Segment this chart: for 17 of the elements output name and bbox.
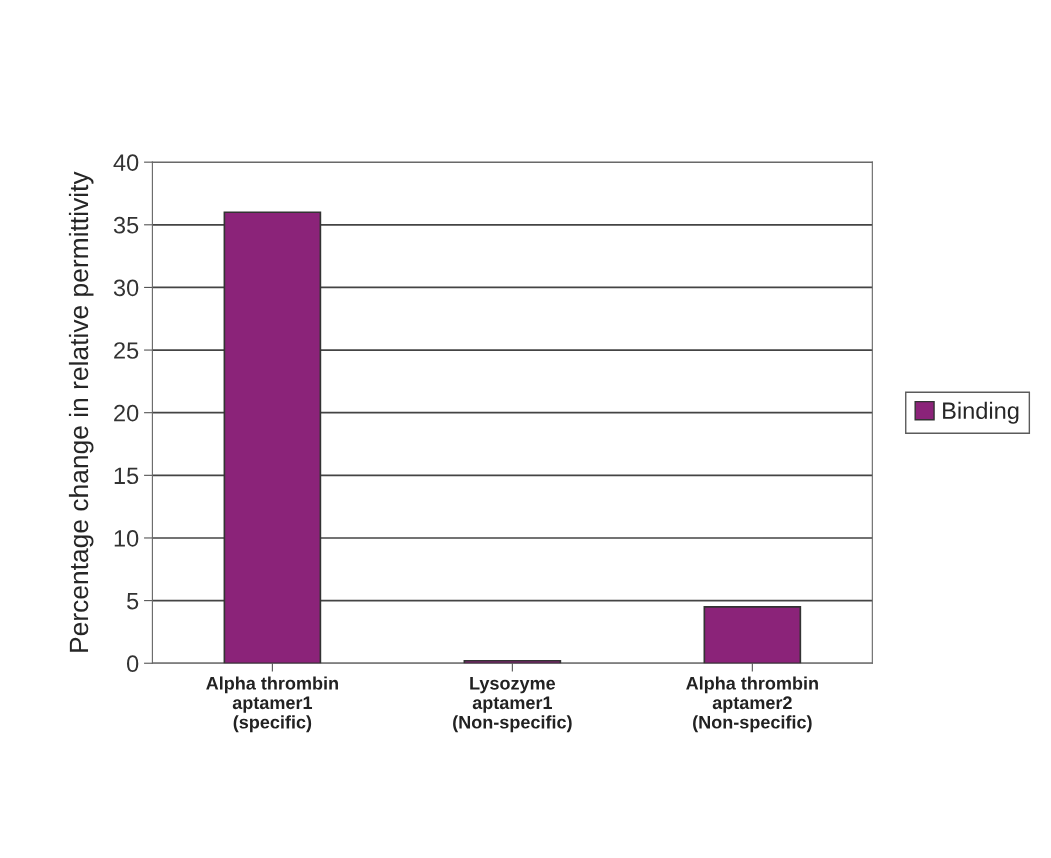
y-axis-title: Percentage change in relative permittivity [68, 171, 94, 652]
y-tick-label: 25 [114, 342, 139, 359]
x-tick-label: Lysozyme aptamer1 (Non-specific) [453, 677, 572, 733]
bar [223, 211, 322, 664]
legend-label: Binding [943, 401, 1019, 424]
y-tick-label: 10 [114, 530, 139, 547]
x-tick-label: Alpha thrombin aptamer1 (specific) [206, 676, 338, 733]
y-tick-label: 30 [113, 279, 139, 297]
y-tick-label: 35 [113, 216, 139, 234]
y-tick-label: 20 [114, 404, 139, 422]
y-tick-label: 0 [126, 655, 139, 673]
y-tick-label: 5 [127, 592, 139, 610]
y-tick-label: 40 [113, 154, 139, 171]
bar [703, 606, 802, 664]
bar [463, 659, 562, 664]
x-tick-label: Alpha thrombin aptamer2 (Non-specific) [686, 676, 818, 733]
y-tick-label: 15 [114, 467, 139, 485]
